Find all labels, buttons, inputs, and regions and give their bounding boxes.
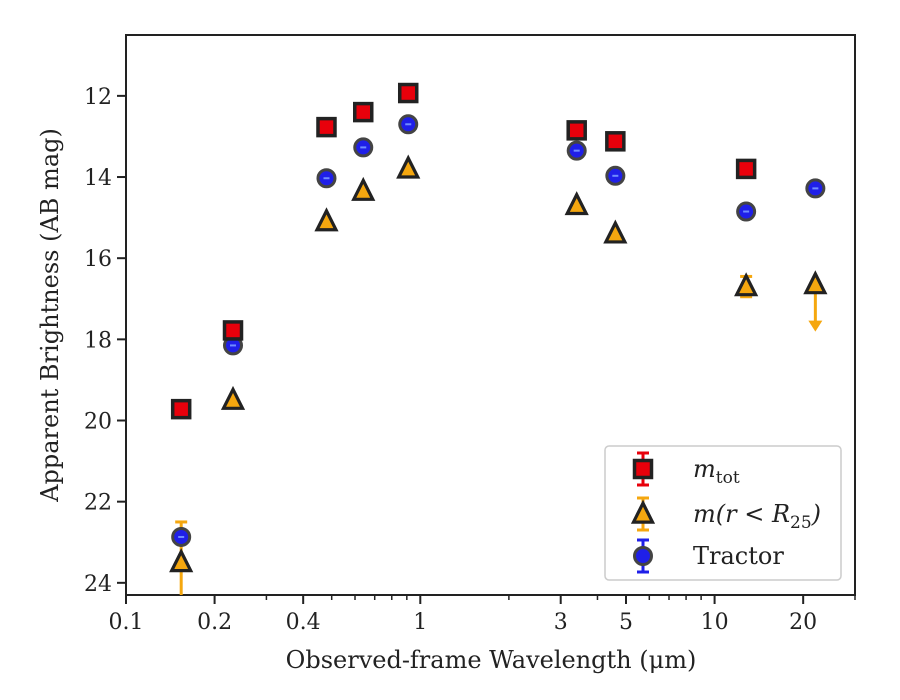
y-tick-label: 24 xyxy=(84,572,112,597)
x-tick-label: 20 xyxy=(789,610,817,635)
data-point-triangle xyxy=(564,191,589,216)
data-point-triangle xyxy=(314,207,339,232)
y-tick-label: 12 xyxy=(84,85,112,110)
data-point-square xyxy=(735,158,757,180)
data-point-square xyxy=(170,398,192,420)
data-point-triangle xyxy=(734,272,759,297)
plot-frame xyxy=(125,34,856,596)
y-tick-label: 18 xyxy=(84,328,112,353)
data-point-square xyxy=(397,82,419,104)
y-axis-title: Apparent Brightness (AB mag) xyxy=(36,128,64,503)
legend-marker-triangle xyxy=(630,499,656,524)
x-tick-label: 0.2 xyxy=(197,610,232,635)
legend-marker-circle xyxy=(633,546,653,566)
data-point-triangle xyxy=(396,154,421,179)
legend-label: mtot xyxy=(693,455,740,488)
x-tick-label: 0.4 xyxy=(286,610,321,635)
x-tick-label: 5 xyxy=(619,610,633,635)
x-tick-label: 0.1 xyxy=(109,610,144,635)
y-tick-label: 14 xyxy=(84,166,112,191)
x-tick-label: 10 xyxy=(701,610,729,635)
data-point-square xyxy=(353,101,374,123)
data-point-triangle xyxy=(803,270,828,295)
legend-entry-circle: Tractor xyxy=(633,538,784,574)
upper-limit-arrow-head xyxy=(808,320,823,332)
data-point-square xyxy=(605,131,626,152)
data-point-triangle xyxy=(351,176,376,201)
legend-marker-square xyxy=(632,458,654,480)
data-point-square xyxy=(316,116,337,138)
axes-layer: 0.1 0.2 0.4 1 3 5 10 20 12 14 16 18 20 22 24 xyxy=(84,34,856,635)
legend-label-subscript: 25 xyxy=(790,513,812,533)
x-axis-title: Observed-frame Wavelength (μm) xyxy=(286,646,697,674)
legend-entry-triangle: m(r < R25) xyxy=(630,496,821,533)
legend-label: m(r < R25) xyxy=(693,500,821,533)
legend-label-main: m(r < R xyxy=(693,500,790,528)
legend-label-main: m xyxy=(693,455,716,483)
data-point-triangle xyxy=(169,548,194,573)
series-square-group xyxy=(170,82,757,420)
legend: mtot m(r < R25) Tractor xyxy=(604,445,842,581)
y-tick-label: 20 xyxy=(84,410,112,435)
data-point-triangle xyxy=(603,219,628,244)
legend-label-tail: ) xyxy=(811,500,821,528)
legend-box xyxy=(604,445,842,581)
legend-label: Tractor xyxy=(693,542,784,570)
data-point-square xyxy=(566,120,587,141)
x-tick-label: 3 xyxy=(554,610,568,635)
y-tick-label: 22 xyxy=(84,491,112,516)
x-tick-label: 1 xyxy=(413,610,427,635)
y-tick-label: 16 xyxy=(84,247,112,272)
legend-label-subscript: tot xyxy=(716,468,740,488)
legend-entry-square: mtot xyxy=(632,451,740,488)
data-marks-layer xyxy=(169,82,828,595)
data-point-square xyxy=(222,320,244,341)
series-circle-group xyxy=(171,114,826,547)
data-point-triangle xyxy=(220,385,246,410)
series-triangle-group xyxy=(169,154,828,595)
